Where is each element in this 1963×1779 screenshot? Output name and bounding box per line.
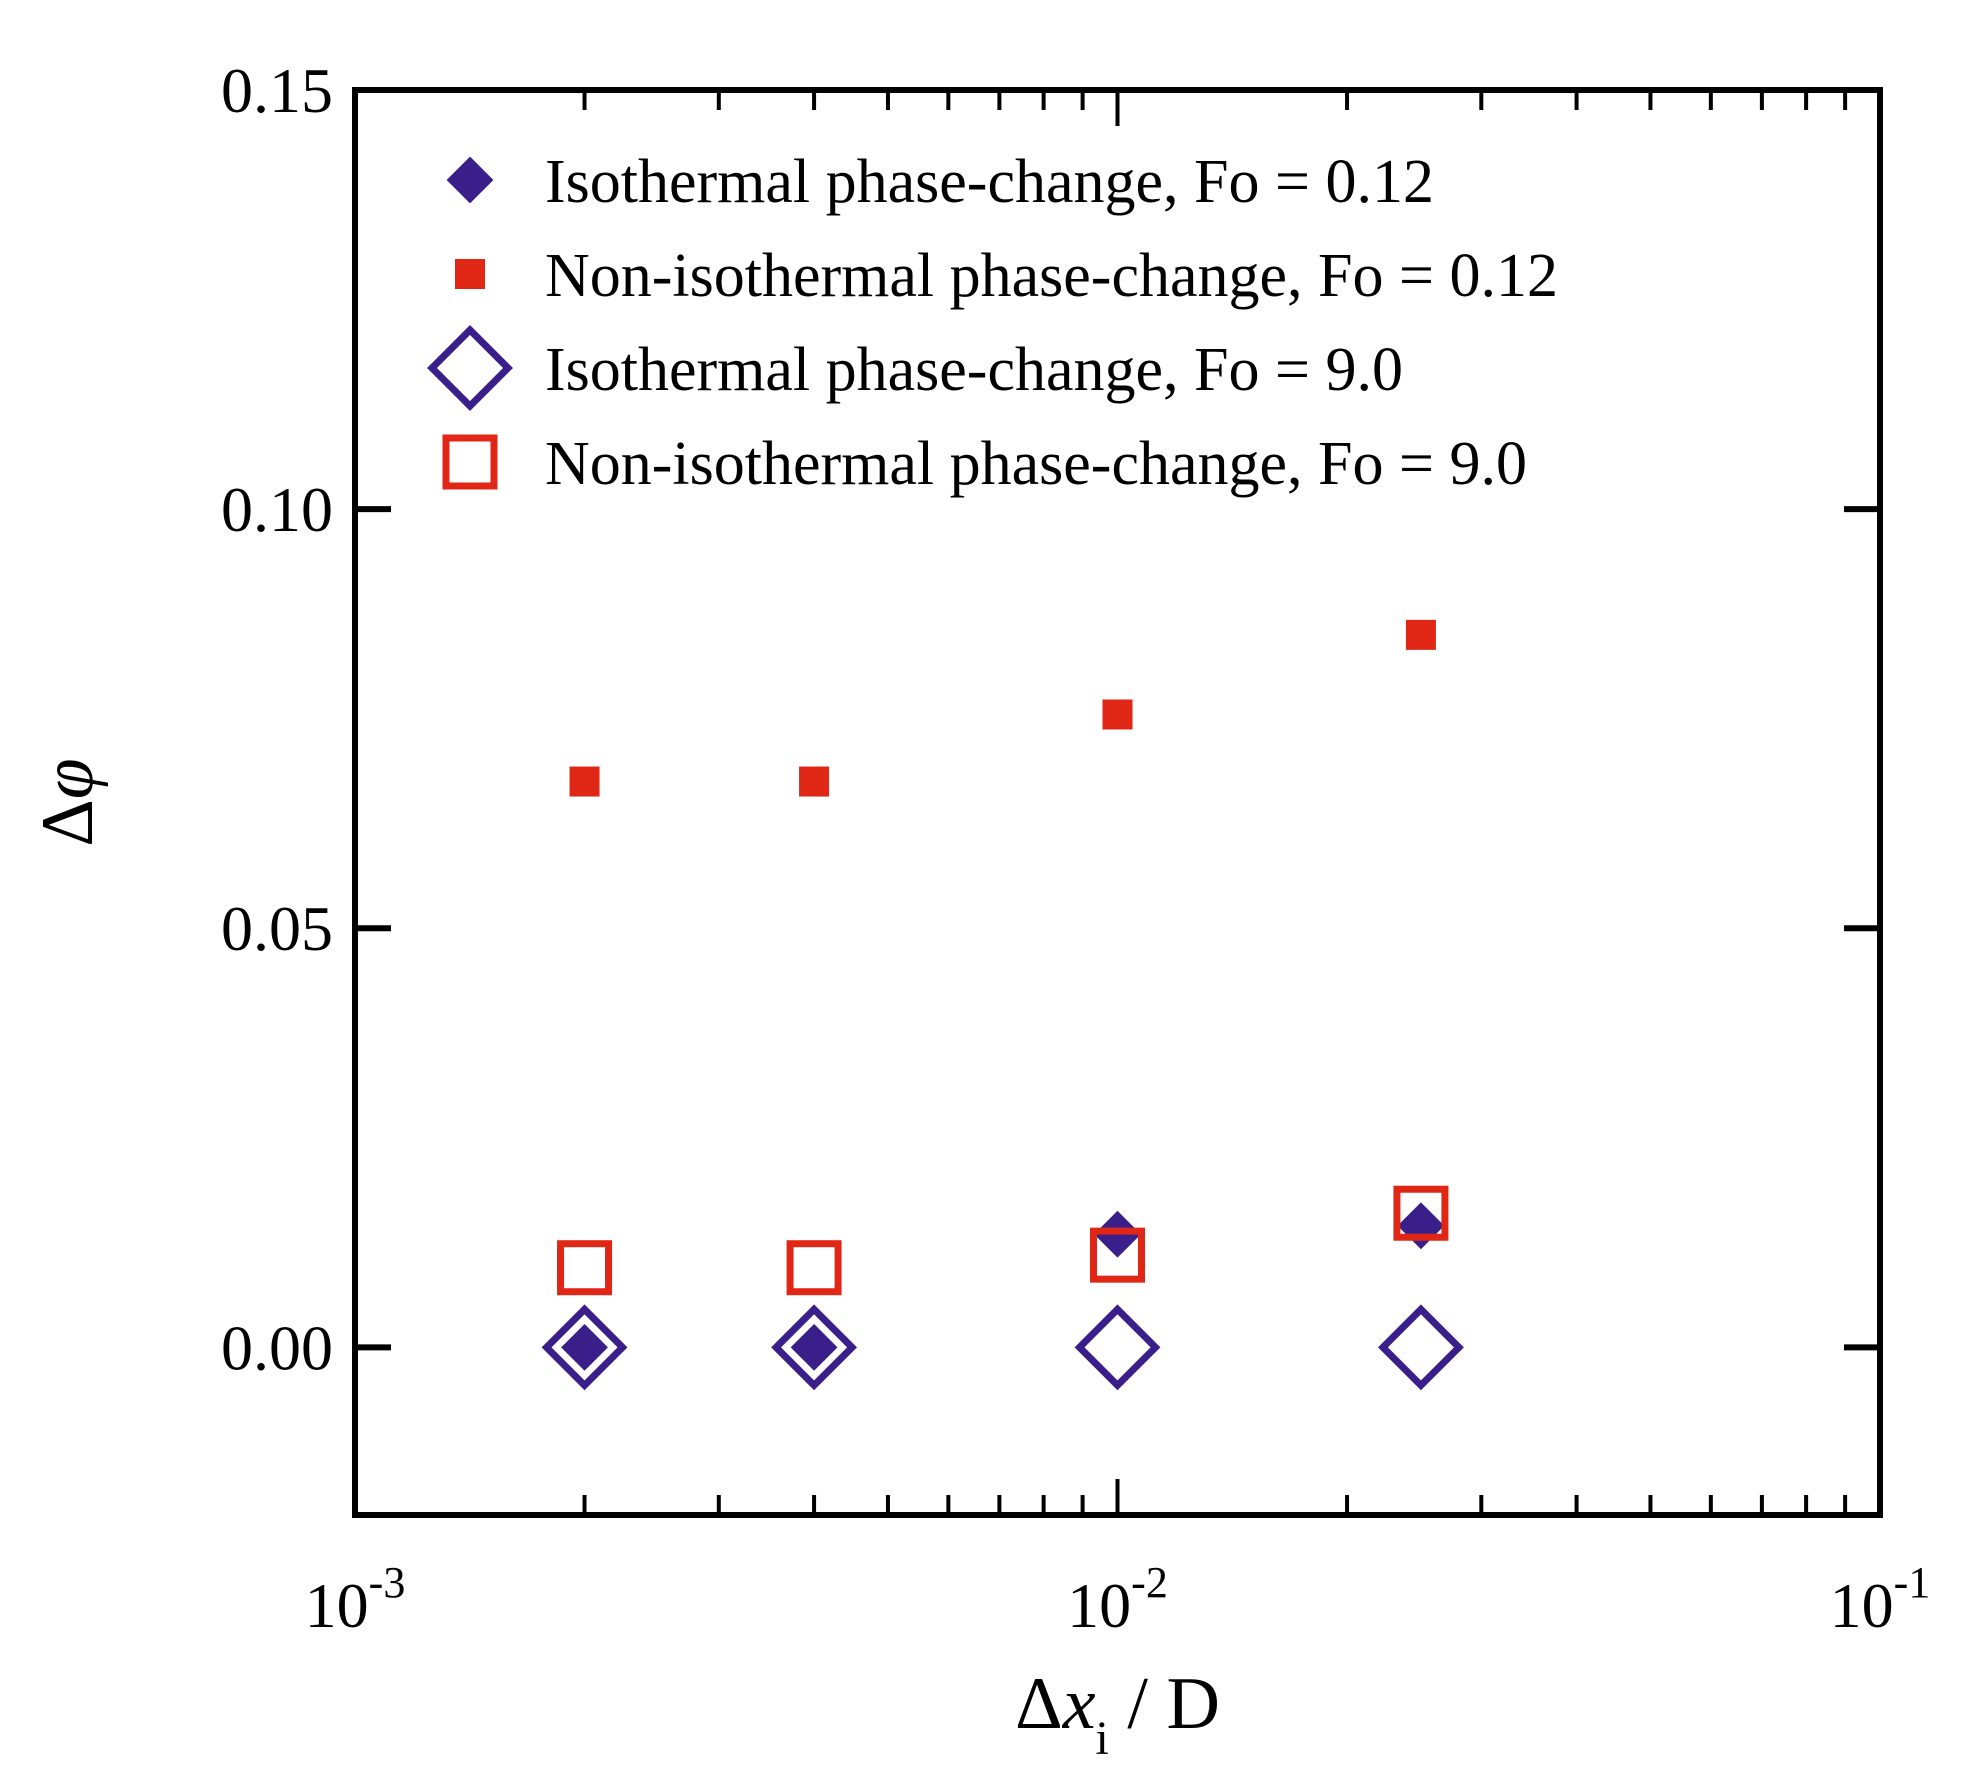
- y-tick-label: 0.10: [221, 474, 333, 545]
- open-diamond-point: [541, 1304, 628, 1391]
- legend-marker-filled-square: [455, 259, 485, 289]
- y-tick-label: 0.00: [221, 1312, 333, 1383]
- legend-label: Non-isothermal phase-change, Fo = 9.0: [545, 430, 1527, 498]
- legend-label: Isothermal phase-change, Fo = 0.12: [545, 148, 1434, 216]
- filled-square-point: [1405, 619, 1436, 650]
- filled-diamond-point: [790, 1323, 838, 1371]
- filled-square-point: [1102, 699, 1133, 730]
- filled-diamond-point: [1397, 1202, 1445, 1250]
- legend: Isothermal phase-change, Fo = 0.12 Non-is…: [427, 148, 1558, 498]
- legend-marker-filled-diamond: [446, 156, 494, 204]
- y-tick-label: 0.05: [221, 893, 333, 964]
- axis-ticks: [353, 87, 1882, 1515]
- x-tick-label: 10-1: [1830, 1558, 1931, 1641]
- x-tick-label: 10-3: [305, 1558, 406, 1641]
- open-square-point: [786, 1240, 842, 1296]
- y-axis-title: Δφ: [27, 758, 109, 847]
- legend-marker-open-diamond: [427, 325, 513, 411]
- legend-label: Isothermal phase-change, Fo = 9.0: [545, 336, 1403, 404]
- open-square-point: [1090, 1227, 1145, 1283]
- y-tick-label: 0.15: [221, 55, 333, 126]
- axis-labels: 10-3 10-2 10-1 0.15 0.10 0.05 0.00 Δxi / D Δφ: [27, 55, 1930, 1765]
- x-tick-label: 10-2: [1067, 1558, 1168, 1641]
- legend-label: Non-isothermal phase-change, Fo = 0.12: [545, 242, 1558, 310]
- legend-marker-open-square: [442, 434, 498, 490]
- x-axis-title: Δxi / D: [1015, 1663, 1220, 1765]
- open-square-point: [1393, 1185, 1449, 1241]
- open-diamond-point: [1074, 1304, 1161, 1391]
- open-square-point: [557, 1240, 613, 1296]
- filled-square-point: [799, 766, 830, 797]
- data-marks: [541, 619, 1464, 1391]
- filled-square-point: [569, 766, 600, 797]
- open-diamond-point: [771, 1304, 858, 1391]
- filled-diamond-point: [561, 1323, 608, 1371]
- open-diamond-point: [1377, 1304, 1464, 1391]
